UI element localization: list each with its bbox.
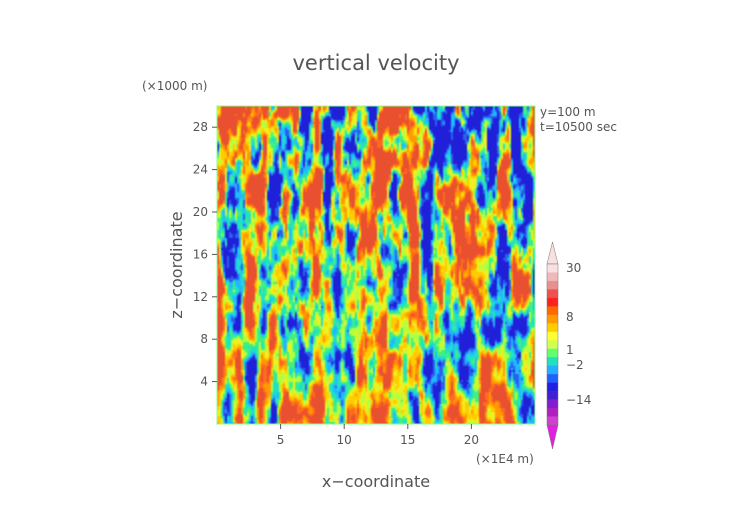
colorbar-segment [547, 264, 558, 273]
annotation-y: y=100 m [540, 105, 596, 119]
x-axis-ticks: 5 10 15 20 [277, 424, 479, 447]
colorbar-segment [547, 416, 558, 426]
x-axis-label: x−coordinate [322, 472, 430, 491]
y-tick-label: 28 [193, 120, 208, 134]
y-tick-label: 8 [200, 332, 208, 346]
x-tick-label: 5 [277, 433, 285, 447]
colorbar-segment [547, 365, 558, 375]
y-unit-label: (×1000 m) [142, 79, 207, 93]
colorbar-upper-extend [546, 241, 559, 265]
y-tick-label: 24 [193, 163, 208, 177]
colorbar-segment [547, 280, 558, 290]
y-tick-label: 20 [193, 205, 208, 219]
colorbar-segment [547, 289, 558, 299]
colorbar-label: 1 [566, 343, 574, 357]
velocity-field-image [217, 106, 535, 424]
colorbar: 30 8 1−2 −14 [546, 241, 591, 450]
colorbar-segment [547, 357, 558, 366]
colorbar-label: −14 [566, 393, 591, 407]
y-tick-label: 16 [193, 247, 208, 261]
colorbar-label: −2 [566, 358, 584, 372]
colorbar-label: 30 [566, 261, 581, 275]
colorbar-segment [547, 314, 558, 324]
colorbar-segment [547, 382, 558, 392]
colorbar-label: 8 [566, 310, 574, 324]
colorbar-segment [547, 340, 558, 350]
chart-title: vertical velocity [292, 51, 459, 75]
annotation-t: t=10500 sec [540, 120, 617, 134]
x-tick-label: 20 [464, 433, 479, 447]
colorbar-lower-extend [546, 424, 559, 450]
colorbar-segment [547, 272, 558, 282]
y-tick-label: 4 [200, 375, 208, 389]
plot-frame [216, 105, 536, 425]
colorbar-segment [547, 391, 558, 400]
x-tick-label: 10 [337, 433, 352, 447]
y-axis-label: z−coordinate [167, 211, 186, 318]
colorbar-segment [547, 306, 558, 316]
y-tick-label: 12 [193, 290, 208, 304]
x-unit-label: (×1E4 m) [476, 452, 534, 466]
colorbar-segment [547, 399, 558, 409]
heatmap-field [217, 106, 535, 424]
colorbar-segment [547, 408, 558, 417]
y-axis-ticks: 4 8 12 16 20 24 28 [193, 120, 217, 389]
colorbar-segment [547, 323, 558, 333]
colorbar-segment [547, 297, 558, 307]
colorbar-segment [547, 331, 558, 341]
colorbar-segment [547, 348, 558, 358]
x-tick-label: 15 [400, 433, 415, 447]
colorbar-segment [547, 374, 558, 383]
